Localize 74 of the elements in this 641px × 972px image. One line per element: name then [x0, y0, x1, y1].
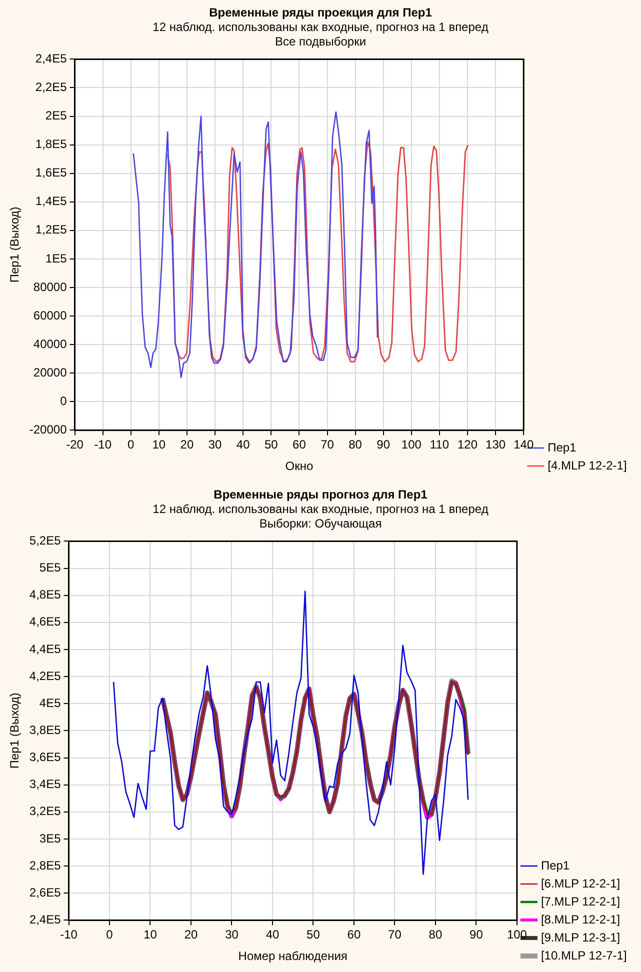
- x-tick-label: 50: [264, 438, 278, 452]
- y-tick-label: 2,4E5: [29, 912, 62, 927]
- x-tick-label: 30: [225, 928, 239, 942]
- x-tick-label: -20: [66, 438, 84, 452]
- legend-label: [6.MLP 12-2-1]: [540, 876, 620, 890]
- x-tick-label: 60: [347, 928, 361, 942]
- x-tick-label: 80: [428, 928, 442, 942]
- chart-title: Временные ряды проекция для Пер1: [209, 6, 432, 20]
- chart-title: Временные ряды прогноз для Пер1: [214, 488, 428, 502]
- y-tick-label: 3,8E5: [29, 723, 62, 738]
- x-tick-label: 50: [306, 928, 320, 942]
- y-tick-label: 4,8E5: [29, 588, 62, 602]
- y-tick-label: 60000: [33, 308, 68, 322]
- y-tick-label: 3,2E5: [29, 804, 62, 818]
- x-tick-label: 70: [388, 928, 402, 942]
- y-tick-label: 4,6E5: [29, 614, 62, 629]
- legend-label: Пер1: [540, 858, 570, 872]
- x-tick-label: 90: [470, 928, 484, 942]
- y-tick-label: 3,6E5: [29, 750, 62, 764]
- x-axis-title: Номер наблюдения: [238, 949, 348, 964]
- y-tick-label: 40000: [33, 336, 68, 351]
- x-axis-title: Окно: [285, 459, 314, 474]
- y-tick-label: 4,4E5: [29, 642, 62, 656]
- x-tick-label: 40: [236, 438, 250, 452]
- x-tick-label: 0: [128, 438, 135, 452]
- legend-label: [9.MLP 12-3-1]: [540, 930, 620, 944]
- y-tick-label: 80000: [33, 280, 68, 294]
- x-tick-label: -10: [60, 928, 78, 942]
- chart-subtitle: 12 наблюд. использованы как входные, прогноз на 1 вперед Выборки: Обучающая: [152, 502, 488, 530]
- y-tick-label: 20000: [33, 365, 68, 380]
- y-tick-label: 3E5: [39, 831, 62, 846]
- y-tick-label: 1,8E5: [35, 137, 68, 152]
- y-tick-label: 2,6E5: [29, 885, 62, 900]
- y-tick-label: 2E5: [45, 108, 68, 123]
- y-tick-label: -20000: [29, 422, 68, 437]
- y-tick-label: 5,2E5: [29, 534, 62, 548]
- x-tick-label: 10: [144, 928, 158, 942]
- y-tick-label: 1,4E5: [35, 194, 68, 208]
- x-tick-label: 60: [292, 438, 306, 452]
- y-tick-label: 0: [60, 394, 68, 408]
- legend-label: Пер1: [548, 440, 577, 454]
- y-tick-label: 1,2E5: [35, 222, 68, 237]
- y-axis-title: Пер1 (Выход): [8, 692, 22, 769]
- y-tick-label: 1E5: [45, 251, 68, 266]
- x-tick-label: 30: [208, 438, 222, 452]
- y-tick-label: 1,6E5: [35, 166, 68, 180]
- x-tick-label: 140: [514, 438, 534, 452]
- x-tick-label: 10: [152, 438, 166, 452]
- x-tick-label: 20: [184, 928, 198, 942]
- x-tick-label: 20: [180, 438, 194, 452]
- x-tick-label: 70: [320, 438, 334, 452]
- y-tick-label: 3,4E5: [29, 777, 62, 792]
- x-tick-label: 120: [458, 438, 478, 452]
- legend-label: [7.MLP 12-2-1]: [540, 894, 620, 908]
- x-tick-label: 40: [266, 928, 280, 942]
- y-tick-label: 2,4E5: [35, 52, 68, 66]
- chart-subtitle: 12 наблюд. использованы как входные, прогноз на 1 вперед Все подвыборки: [152, 20, 488, 48]
- y-tick-label: 4,2E5: [29, 668, 62, 683]
- legend-label: [10.MLP 12-7-1]: [540, 948, 627, 962]
- y-tick-label: 4E5: [39, 696, 62, 710]
- x-tick-label: -10: [94, 438, 112, 452]
- x-tick-label: 0: [106, 928, 114, 942]
- x-tick-label: 100: [401, 438, 422, 452]
- y-tick-label: 2,8E5: [29, 858, 62, 872]
- x-tick-label: 90: [376, 438, 390, 452]
- y-axis-title: Пер1 (Выход): [8, 206, 22, 283]
- legend-label: [4.MLP 12-2-1]: [548, 458, 627, 472]
- x-tick-label: 130: [486, 438, 506, 452]
- y-tick-label: 2,2E5: [35, 80, 68, 94]
- legend-label: [8.MLP 12-2-1]: [540, 912, 620, 926]
- y-tick-label: 5E5: [39, 560, 62, 575]
- x-tick-label: 80: [348, 438, 362, 452]
- x-tick-label: 100: [506, 928, 528, 942]
- x-tick-label: 110: [430, 438, 450, 452]
